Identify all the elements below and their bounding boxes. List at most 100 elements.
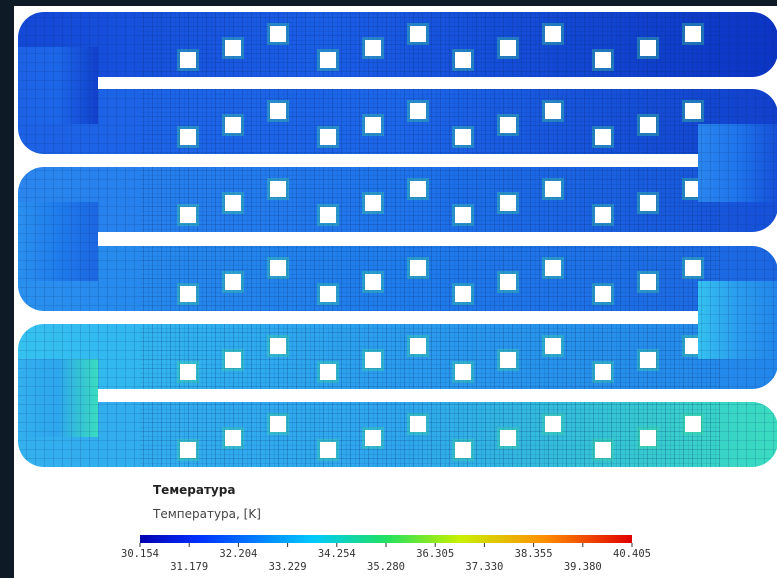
obstacle	[225, 195, 241, 211]
wall	[100, 235, 777, 244]
obstacle	[410, 181, 426, 197]
colorbar-tick-label: 38.355	[515, 548, 553, 560]
obstacle	[455, 286, 471, 302]
obstacle	[545, 416, 561, 432]
obstacle	[410, 103, 426, 119]
obstacle	[320, 364, 336, 380]
obstacle	[500, 40, 516, 56]
obstacle	[455, 52, 471, 68]
obstacle	[410, 26, 426, 42]
obstacle	[270, 26, 286, 42]
obstacle	[270, 103, 286, 119]
obstacle	[595, 207, 611, 223]
obstacle	[225, 117, 241, 133]
obstacle	[410, 260, 426, 276]
legend-title: Темература	[153, 483, 235, 497]
obstacle	[640, 195, 656, 211]
obstacle	[410, 338, 426, 354]
obstacle	[595, 52, 611, 68]
obstacle	[180, 286, 196, 302]
obstacle	[545, 338, 561, 354]
obstacle	[640, 430, 656, 446]
obstacle	[320, 207, 336, 223]
colorbar-ticks: 30.154 31.179 32.204 33.229 34.254 35.280 36.3…	[121, 543, 651, 573]
legend-subtitle: Температура, [K]	[152, 507, 261, 521]
obstacle	[365, 430, 381, 446]
mesh-coarse	[18, 47, 98, 124]
mesh-coarse	[698, 124, 777, 202]
obstacle	[685, 26, 701, 42]
obstacle	[500, 430, 516, 446]
obstacle	[640, 117, 656, 133]
wall	[100, 392, 777, 401]
obstacle	[365, 195, 381, 211]
mesh-coarse	[18, 359, 98, 437]
obstacle	[225, 40, 241, 56]
obstacle	[545, 103, 561, 119]
obstacle	[640, 40, 656, 56]
obstacle	[595, 286, 611, 302]
wall	[100, 78, 777, 87]
obstacle	[180, 52, 196, 68]
obstacle	[180, 129, 196, 145]
obstacle	[500, 352, 516, 368]
colorbar-tick-label: 33.229	[269, 561, 307, 573]
obstacle	[225, 352, 241, 368]
obstacle	[270, 338, 286, 354]
simulation-field	[18, 12, 777, 467]
obstacle	[685, 260, 701, 276]
obstacle	[455, 442, 471, 458]
obstacle	[545, 260, 561, 276]
colorbar-tick-label: 37.330	[465, 561, 503, 573]
obstacle	[595, 129, 611, 145]
colorbar-tick-label: 30.154	[121, 548, 159, 560]
obstacle	[180, 207, 196, 223]
obstacle	[365, 274, 381, 290]
obstacle	[685, 416, 701, 432]
obstacle	[320, 442, 336, 458]
mesh-coarse	[698, 281, 777, 359]
colorbar-tick-label: 40.405	[613, 548, 651, 560]
obstacle	[595, 364, 611, 380]
mesh-coarse	[18, 202, 98, 281]
obstacle	[685, 338, 701, 354]
colorbar	[140, 535, 632, 543]
colorbar-tick-label: 34.254	[318, 548, 356, 560]
colorbar-tick-label: 36.305	[416, 548, 454, 560]
obstacle	[500, 274, 516, 290]
obstacle	[410, 416, 426, 432]
obstacle	[685, 103, 701, 119]
obstacle	[270, 416, 286, 432]
obstacle	[500, 117, 516, 133]
colorbar-tick-label: 35.280	[367, 561, 405, 573]
obstacle	[685, 181, 701, 197]
obstacle	[180, 364, 196, 380]
obstacle	[365, 40, 381, 56]
obstacle	[640, 352, 656, 368]
obstacle	[320, 286, 336, 302]
obstacle	[455, 207, 471, 223]
colorbar-tick-label: 32.204	[219, 548, 257, 560]
obstacle	[180, 442, 196, 458]
obstacle	[500, 195, 516, 211]
obstacle	[545, 181, 561, 197]
obstacle	[545, 26, 561, 42]
colorbar-tick-label: 31.179	[170, 561, 208, 573]
obstacle	[270, 181, 286, 197]
obstacle	[640, 274, 656, 290]
obstacle	[365, 352, 381, 368]
wall	[18, 157, 698, 166]
wall	[18, 314, 698, 323]
obstacle	[225, 430, 241, 446]
obstacle	[225, 274, 241, 290]
colorbar-tick-label: 39.380	[564, 561, 602, 573]
obstacle	[455, 129, 471, 145]
obstacle	[365, 117, 381, 133]
obstacle	[270, 260, 286, 276]
obstacle	[595, 442, 611, 458]
obstacle	[320, 52, 336, 68]
obstacle	[320, 129, 336, 145]
obstacle	[455, 364, 471, 380]
